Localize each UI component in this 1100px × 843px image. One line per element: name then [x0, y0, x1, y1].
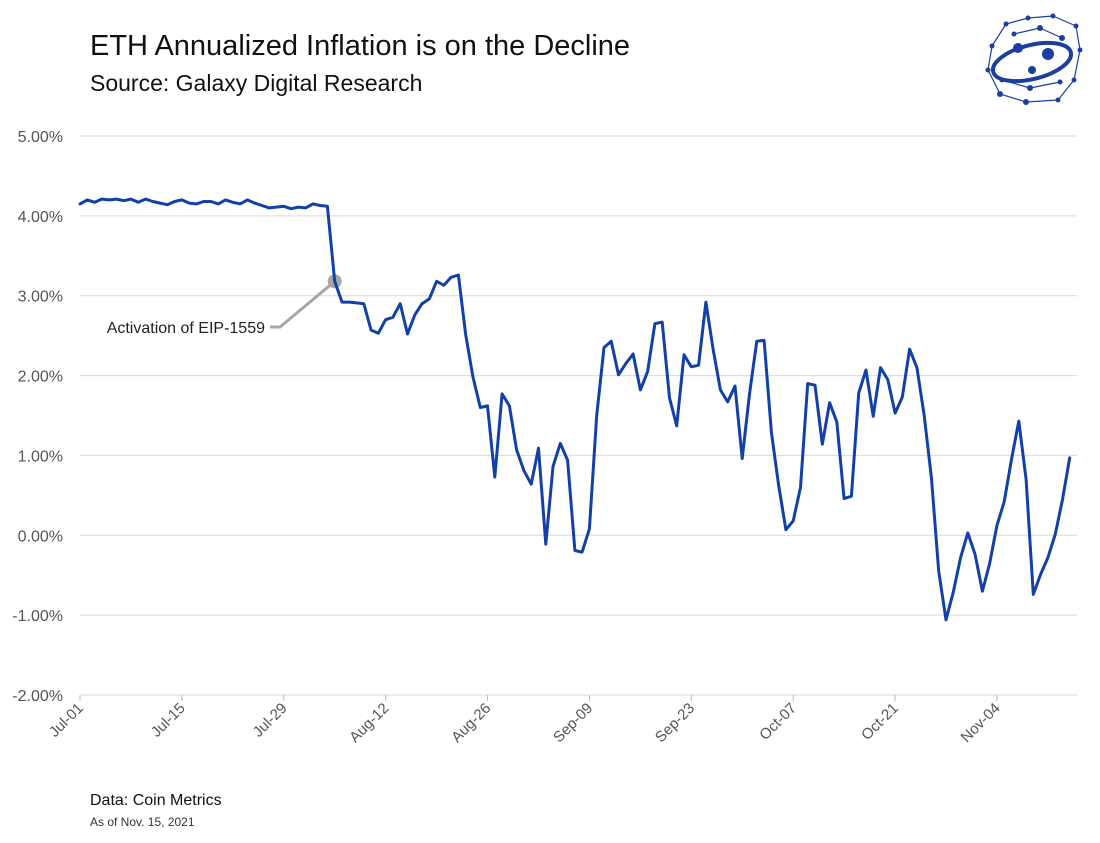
series-eth-inflation — [78, 197, 1072, 622]
x-axis-ticks: Jul-01 Jul-15 Jul-29 Aug-12 Aug-26 Sep-09 Sep-… — [46, 695, 1004, 746]
x-tick-label: Oct-07 — [756, 700, 800, 744]
x-tick-label: Jul-01 — [46, 700, 87, 741]
y-axis-ticks: 5.00% 4.00% 3.00% 2.00% 1.00% 0.00% -1.00% -2.0… — [12, 129, 63, 705]
chart-title: ETH Annualized Inflation is on the Decli… — [90, 30, 631, 62]
y-tick-label: 5.00% — [18, 129, 63, 146]
y-tick-label: 1.00% — [18, 448, 63, 465]
as-of-date: As of Nov. 15, 2021 — [90, 815, 195, 829]
annotation-leader-line — [270, 280, 336, 329]
y-tick-label: 0.00% — [18, 528, 63, 545]
y-tick-label: 3.00% — [18, 289, 63, 306]
gridlines — [80, 135, 1077, 696]
x-tick-label: Jul-15 — [148, 700, 189, 741]
chart-subtitle: Source: Galaxy Digital Research — [90, 70, 423, 96]
x-tick-label: Oct-21 — [858, 700, 902, 744]
annotation-eip1559: Activation of EIP-1559 — [107, 274, 342, 337]
y-tick-label: -1.00% — [12, 608, 63, 625]
galaxy-logo-icon — [985, 13, 1083, 105]
x-tick-label: Nov-04 — [958, 700, 1004, 746]
x-tick-label: Jul-29 — [250, 700, 291, 741]
series-line — [78, 197, 1072, 622]
annotation-label: Activation of EIP-1559 — [107, 320, 265, 337]
y-tick-label: -2.00% — [12, 688, 63, 705]
x-tick-label: Sep-09 — [550, 700, 596, 746]
x-tick-label: Aug-12 — [346, 700, 392, 746]
data-source-note: Data: Coin Metrics — [90, 792, 222, 809]
x-tick-label: Aug-26 — [448, 700, 494, 746]
x-tick-label: Sep-23 — [652, 700, 698, 746]
y-tick-label: 4.00% — [18, 209, 63, 226]
y-tick-label: 2.00% — [18, 369, 63, 386]
